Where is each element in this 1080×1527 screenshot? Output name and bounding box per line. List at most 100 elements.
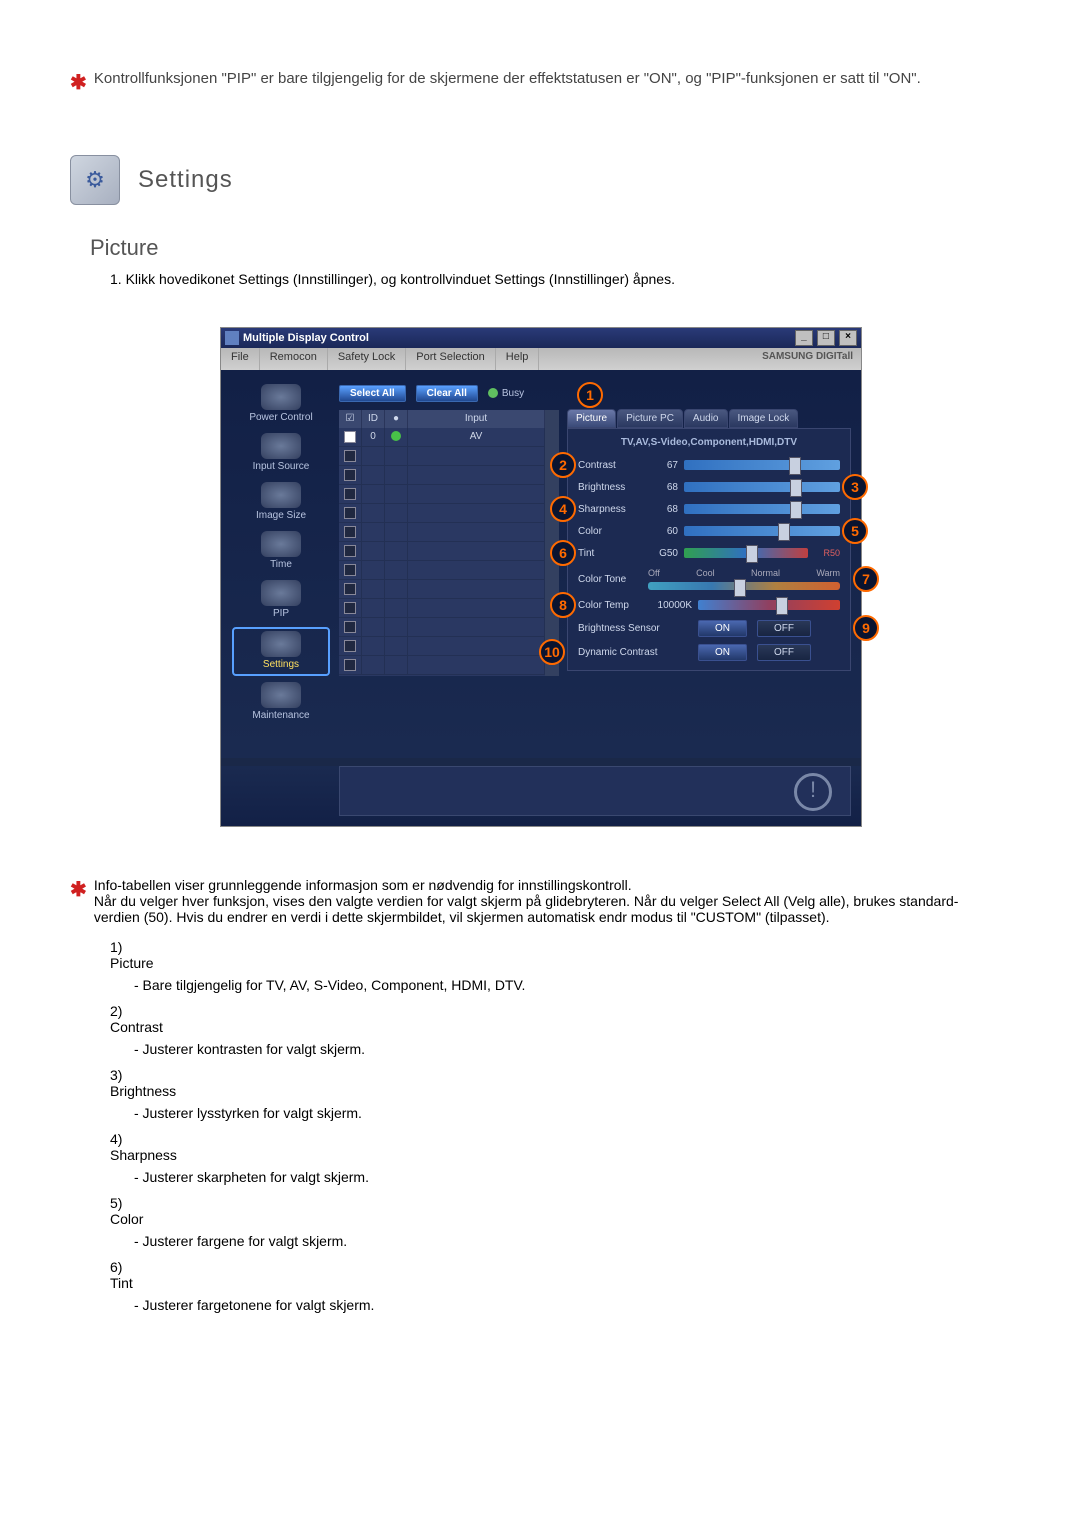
sharpness-row: 4 Sharpness 68 [578, 498, 840, 520]
row-checkbox[interactable] [344, 431, 356, 443]
tab-image-lock[interactable]: Image Lock [729, 409, 799, 428]
item-title: Color [110, 1211, 990, 1227]
menu-file[interactable]: File [221, 348, 260, 370]
item-desc: - Bare tilgjengelig for TV, AV, S-Video,… [134, 977, 1010, 993]
color-temp-row: 8 Color Temp 10000K [578, 594, 840, 616]
intro-line: 1. Klikk hovedikonet Settings (Innstilli… [110, 271, 1010, 287]
contrast-row: 2 Contrast 67 [578, 454, 840, 476]
callout-3: 3 [842, 474, 868, 500]
item-number: 4) [110, 1131, 134, 1147]
menu-help[interactable]: Help [496, 348, 540, 370]
busy-dot-icon [488, 388, 498, 398]
brightness-row: Brightness 68 3 [578, 476, 840, 498]
busy-indicator: Busy [488, 388, 524, 399]
select-all-button[interactable]: Select All [339, 385, 406, 402]
item-desc: - Justerer lysstyrken for valgt skjerm. [134, 1105, 1010, 1121]
callout-4: 4 [550, 496, 576, 522]
list-item: 1)Picture [110, 939, 1010, 971]
brightness-sensor-off[interactable]: OFF [757, 620, 811, 637]
grid-body: 0 AV [339, 428, 545, 676]
close-button[interactable]: × [839, 330, 857, 346]
item-title: Picture [110, 955, 990, 971]
window-titlebar: Multiple Display Control _ □ × [221, 328, 861, 348]
item-desc: - Justerer fargene for valgt skjerm. [134, 1233, 1010, 1249]
sidebar-item-pip[interactable]: PIP [234, 578, 328, 623]
callout-9: 9 [853, 615, 879, 641]
item-number: 1) [110, 939, 134, 955]
dynamic-contrast-off[interactable]: OFF [757, 644, 811, 661]
info-strip: ! [339, 766, 851, 816]
maximize-button[interactable]: □ [817, 330, 835, 346]
item-number: 5) [110, 1195, 134, 1211]
grid-header: ☑ID●Input [339, 410, 545, 428]
app-screenshot: Multiple Display Control _ □ × File Remo… [220, 327, 860, 827]
sidebar-item-power-control[interactable]: Power Control [234, 382, 328, 427]
color-tone-slider[interactable] [648, 582, 840, 590]
brand-label: SAMSUNG DIGITall [754, 348, 861, 370]
color-temp-slider[interactable] [698, 600, 840, 610]
brightness-sensor-row: Brightness Sensor ON OFF 9 [578, 616, 840, 640]
callout-1: 1 [577, 382, 603, 408]
alert-icon: ! [794, 773, 832, 811]
tint-row: 6 Tint G50 R50 [578, 542, 840, 564]
pip-note: ✱ Kontrollfunksjonen "PIP" er bare tilgj… [70, 70, 1010, 95]
sharpness-slider[interactable] [684, 504, 840, 514]
list-item: 4)Sharpness [110, 1131, 1010, 1163]
menu-port-selection[interactable]: Port Selection [406, 348, 495, 370]
settings-icon: ⚙ [70, 155, 120, 205]
star-icon: ✱ [70, 877, 90, 902]
brightness-slider[interactable] [684, 482, 840, 492]
dynamic-contrast-on[interactable]: ON [698, 644, 747, 661]
list-item: 2)Contrast [110, 1003, 1010, 1035]
item-title: Tint [110, 1275, 990, 1291]
item-title: Contrast [110, 1019, 990, 1035]
status-dot-icon [391, 431, 401, 441]
window-title: Multiple Display Control [243, 332, 369, 344]
contrast-slider[interactable] [684, 460, 840, 470]
callout-5: 5 [842, 518, 868, 544]
sidebar-item-image-size[interactable]: Image Size [234, 480, 328, 525]
section-title: Settings [138, 166, 233, 194]
callout-10: 10 [539, 639, 565, 665]
sidebar-item-settings[interactable]: Settings [232, 627, 330, 676]
item-desc: - Justerer kontrasten for valgt skjerm. [134, 1041, 1010, 1057]
clear-all-button[interactable]: Clear All [416, 385, 478, 402]
brightness-sensor-on[interactable]: ON [698, 620, 747, 637]
picture-subheading: Picture [90, 235, 1010, 261]
color-tone-row: Color Tone Off Cool Normal Warm 7 [578, 564, 840, 594]
list-item: 5)Color [110, 1195, 1010, 1227]
pip-note-text: Kontrollfunksjonen "PIP" er bare tilgjen… [94, 70, 994, 87]
sidebar-item-maintenance[interactable]: Maintenance [234, 680, 328, 725]
menu-remocon[interactable]: Remocon [260, 348, 328, 370]
callout-2: 2 [550, 452, 576, 478]
tint-slider[interactable] [684, 548, 808, 558]
star-icon: ✱ [70, 70, 90, 95]
callout-8: 8 [550, 592, 576, 618]
tab-picture[interactable]: Picture [567, 409, 616, 428]
item-title: Brightness [110, 1083, 990, 1099]
info-note-line2: Når du velger hver funksjon, vises den v… [94, 893, 959, 925]
app-icon [225, 331, 239, 345]
dynamic-contrast-row: 10 Dynamic Contrast ON OFF [578, 640, 840, 664]
color-row: Color 60 5 [578, 520, 840, 542]
sidebar-item-time[interactable]: Time [234, 529, 328, 574]
info-note: ✱ Info-tabellen viser grunnleggende info… [70, 877, 1010, 925]
panel-subtitle: TV,AV,S-Video,Component,HDMI,DTV [578, 437, 840, 448]
callout-6: 6 [550, 540, 576, 566]
tab-picture-pc[interactable]: Picture PC [617, 409, 683, 428]
menu-safety-lock[interactable]: Safety Lock [328, 348, 406, 370]
list-item: 3)Brightness [110, 1067, 1010, 1099]
item-title: Sharpness [110, 1147, 990, 1163]
tab-audio[interactable]: Audio [684, 409, 728, 428]
callout-7: 7 [853, 566, 879, 592]
settings-section: ⚙ Settings [70, 155, 1010, 205]
color-slider[interactable] [684, 526, 840, 536]
item-desc: - Justerer fargetonene for valgt skjerm. [134, 1297, 1010, 1313]
minimize-button[interactable]: _ [795, 330, 813, 346]
item-desc: - Justerer skarpheten for valgt skjerm. [134, 1169, 1010, 1185]
item-number: 6) [110, 1259, 134, 1275]
menubar: File Remocon Safety Lock Port Selection … [221, 348, 861, 370]
sidebar-item-input-source[interactable]: Input Source [234, 431, 328, 476]
item-number: 2) [110, 1003, 134, 1019]
table-row[interactable]: 0 AV [339, 428, 545, 447]
